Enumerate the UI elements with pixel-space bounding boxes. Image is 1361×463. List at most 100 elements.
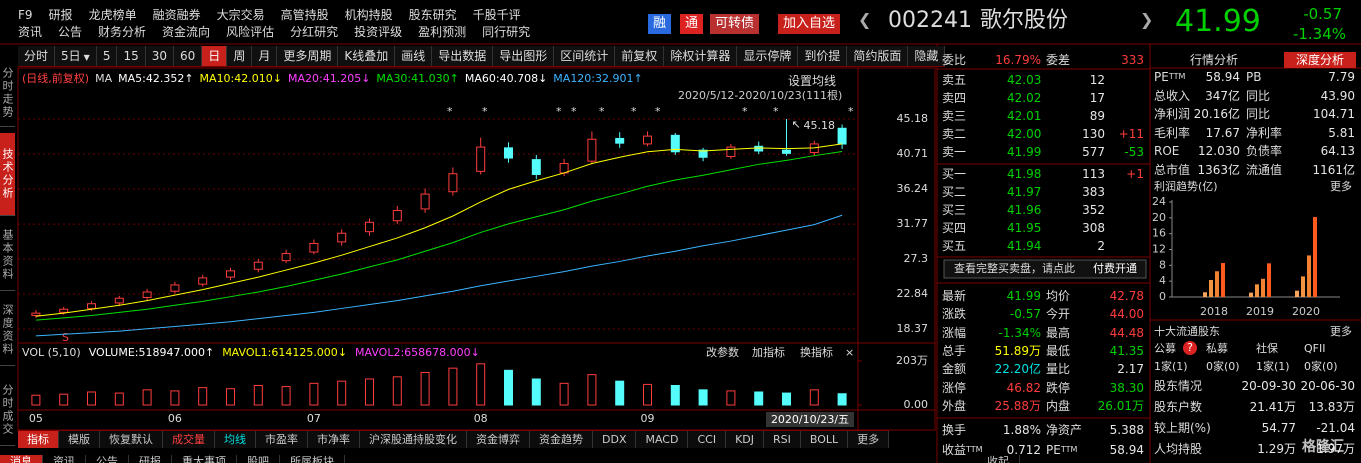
side-tab[interactable]: 分时成交 (0, 375, 15, 446)
indicator-tab[interactable]: 沪深股通持股变化 (360, 431, 467, 448)
book-price: 41.97 (1007, 185, 1042, 199)
vol-button[interactable]: 加指标 (752, 346, 785, 359)
toolbar-item[interactable]: 画线 (395, 46, 433, 66)
menu-item[interactable]: 资讯 (18, 25, 43, 39)
toolbar-item[interactable]: 更多周期 (277, 46, 339, 66)
badge[interactable]: 融 (648, 14, 672, 34)
holders-more[interactable]: 更多 (1330, 325, 1352, 338)
indicator-tab[interactable]: 资金博弈 (467, 431, 530, 448)
menu-item[interactable]: 盈利预测 (418, 25, 467, 39)
menu-item[interactable]: 机构持股 (344, 8, 393, 22)
indicator-tab[interactable]: 模版 (59, 431, 100, 448)
indicator-tab[interactable]: 市净率 (308, 431, 360, 448)
profit-more[interactable]: 更多 (1330, 180, 1352, 193)
indicator-tab[interactable]: DDX (593, 431, 637, 448)
toolbar-item[interactable]: 30 (146, 46, 175, 66)
bottom-tab[interactable]: 研报 (129, 455, 172, 463)
menu-item[interactable]: 公告 (58, 25, 83, 39)
bottom-tab[interactable]: 资讯 (43, 455, 86, 463)
indicator-tab[interactable]: 均线 (215, 431, 256, 448)
indicator-tab[interactable]: 成交量 (163, 431, 215, 448)
side-tab[interactable]: 技术分析 (0, 133, 15, 216)
analysis-tab[interactable]: 深度分析 (1284, 52, 1357, 68)
holder-help[interactable]: ? (1183, 341, 1197, 355)
toolbar-item[interactable]: 隐藏 (908, 46, 946, 66)
bottom-tab[interactable]: 公告 (86, 455, 129, 463)
menu-item[interactable]: F9 (18, 8, 33, 22)
holder-value: -21.04 (1316, 421, 1355, 435)
indicator-tab[interactable]: 指标 (18, 431, 59, 448)
menu-item[interactable]: 高管持股 (280, 8, 329, 22)
vol-button[interactable]: × (845, 346, 855, 359)
menu-item[interactable]: 千股千评 (472, 8, 521, 22)
analysis-label: 总收入 (1154, 88, 1191, 103)
side-tab[interactable]: 分时走势 (0, 60, 15, 127)
indicator-tab[interactable]: 市盈率 (256, 431, 308, 448)
menu-item[interactable]: 财务分析 (98, 25, 147, 39)
ma-legend-text: MA30:41.030 (376, 72, 450, 85)
toolbar-item[interactable]: 15 (117, 46, 146, 66)
toolbar-item[interactable]: 简约版面 (847, 46, 909, 66)
toolbar-item[interactable]: 日 (202, 46, 228, 66)
toolbar-item[interactable]: 到价提 (798, 46, 848, 66)
indicator-tab[interactable]: MACD (636, 431, 689, 448)
indicator-tab[interactable]: BOLL (801, 431, 849, 448)
indicator-tab[interactable]: 更多 (848, 431, 890, 448)
vol-legend-arrow: ↑ (204, 346, 215, 359)
toolbar-item[interactable]: 分时 (18, 46, 56, 66)
star: * (848, 105, 854, 118)
toolbar-item[interactable]: 导出数据 (432, 46, 494, 66)
side-tab[interactable]: 深度资料 (0, 295, 15, 366)
badge[interactable]: 可转债 (710, 14, 760, 34)
ma-legend-text: MA60:40.708 (464, 72, 539, 85)
menu-item[interactable]: 大宗交易 (216, 8, 265, 22)
toolbar-item[interactable]: 周 (227, 46, 253, 66)
analysis-value: 347亿 (1205, 88, 1240, 103)
toolbar-item[interactable]: 除权计算器 (664, 46, 738, 66)
star: * (482, 105, 488, 118)
menu-item[interactable]: 分红研究 (290, 25, 339, 39)
menu-item[interactable]: 龙虎榜单 (88, 8, 137, 22)
toolbar-item[interactable]: K线叠加 (338, 46, 396, 66)
badge[interactable]: 通 (680, 14, 704, 34)
indicator-tab[interactable]: 恢复默认 (100, 431, 163, 448)
badge[interactable]: 加入自选 (778, 14, 841, 34)
vol-button[interactable]: 改参数 (706, 346, 739, 359)
menu-item[interactable]: 研报 (48, 8, 73, 22)
indicator-tab[interactable]: RSI (764, 431, 801, 448)
toolbar-item[interactable]: 区间统计 (554, 46, 616, 66)
stat-value: 44.00 (1109, 307, 1144, 322)
candle-body (392, 210, 402, 222)
menu-item[interactable]: 股东研究 (408, 8, 457, 22)
book-change: +11 (1118, 127, 1144, 141)
ma-legend-item: MA20:41.205↓ (288, 72, 370, 86)
menu-item[interactable]: 资金流向 (162, 25, 211, 39)
menu-item[interactable]: 风险评估 (226, 25, 275, 39)
toolbar-item[interactable]: 前复权 (615, 46, 665, 66)
stat-label: 涨跌 (942, 307, 967, 322)
bottom-tab[interactable]: 收起 (977, 455, 1020, 463)
holder-label: 较上期(%) (1154, 421, 1211, 435)
menu-item[interactable]: 融资融券 (152, 8, 201, 22)
indicator-tab[interactable]: KDJ (726, 431, 765, 448)
toolbar-item[interactable]: 导出图形 (493, 46, 555, 66)
toolbar-item[interactable]: 5 (97, 46, 118, 66)
bottom-tab[interactable]: 消息 (0, 455, 43, 463)
toolbar-item[interactable]: 5日 ▼ (55, 46, 97, 66)
menu-item[interactable]: 同行研究 (482, 25, 531, 39)
indicator-tab[interactable]: CCI (688, 431, 727, 448)
ma-settings[interactable]: 设置均线 (788, 74, 837, 88)
bottom-tab[interactable]: 重大事项 (172, 455, 237, 463)
menu-item[interactable]: 投资评级 (354, 25, 403, 39)
bottom-tab[interactable]: 股吧 (237, 455, 280, 463)
notice-button[interactable]: 付费开通 (1093, 262, 1137, 275)
toolbar-item[interactable]: 月 (252, 46, 278, 66)
indicator-tab[interactable]: 资金趋势 (530, 431, 593, 448)
analysis-tab[interactable]: 行情分析 (1190, 53, 1239, 67)
star: * (631, 105, 637, 118)
toolbar-item[interactable]: 显示停牌 (737, 46, 799, 66)
toolbar-item[interactable]: 60 (174, 46, 203, 66)
vol-button[interactable]: 换指标 (800, 346, 833, 359)
bottom-tab[interactable]: 所属板块 (280, 455, 345, 463)
side-tab[interactable]: 基本资料 (0, 220, 15, 291)
